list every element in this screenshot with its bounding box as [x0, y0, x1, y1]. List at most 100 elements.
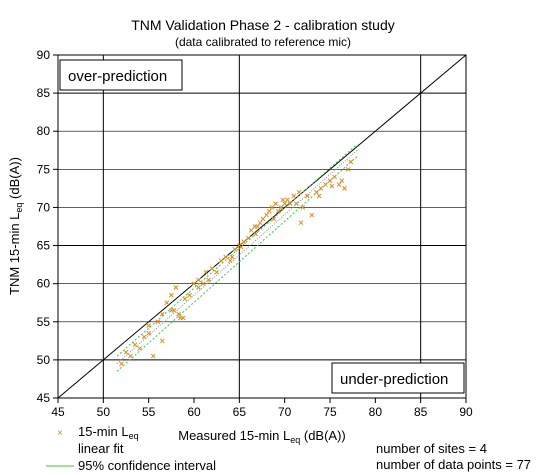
data-point-73 [316, 193, 322, 199]
data-point-30 [241, 239, 247, 245]
x-tick-label-75: 75 [323, 405, 337, 419]
legend: × 15-min Leq linear fit 95% confidence i… [46, 424, 216, 473]
data-point-0 [119, 361, 124, 367]
data-point-45 [287, 201, 293, 206]
data-point-64 [168, 307, 174, 313]
data-point-62 [146, 330, 152, 336]
data-point-72 [298, 220, 304, 226]
data-point-22 [206, 277, 211, 283]
grid [58, 55, 466, 398]
data-point-14 [176, 311, 181, 317]
data-point-13 [173, 285, 179, 290]
data-point-27 [232, 247, 238, 252]
x-tick-label-55: 55 [142, 405, 156, 419]
y-tick-label-55: 55 [37, 315, 51, 329]
over-prediction-box: over-prediction [59, 59, 183, 91]
data-point-59 [342, 186, 347, 191]
data-point-31 [246, 235, 251, 241]
data-point-65 [180, 315, 186, 321]
data-point-41 [275, 208, 281, 214]
data-point-61 [348, 159, 354, 165]
data-point-7 [150, 353, 156, 359]
data-point-26 [227, 258, 233, 264]
data-point-48 [296, 189, 302, 195]
y-tick-label-60: 60 [37, 277, 51, 291]
x-tick-label-90: 90 [459, 405, 473, 419]
data-point-32 [248, 227, 254, 233]
y-tick-label-75: 75 [37, 162, 51, 176]
data-point-52 [314, 189, 319, 195]
data-point-50 [304, 193, 310, 199]
data-point-40 [273, 201, 278, 206]
data-point-69 [253, 231, 259, 237]
data-point-10 [164, 300, 170, 306]
y-tick-label-45: 45 [37, 391, 51, 405]
data-point-11 [168, 292, 174, 298]
data-point-54 [323, 182, 328, 187]
reference-line [57, 54, 467, 399]
data-point-29 [238, 244, 244, 250]
x-axis-label-sub: eq [290, 435, 300, 445]
y-tick-label-50: 50 [37, 353, 51, 367]
x-tick-label-60: 60 [187, 405, 201, 419]
y-tick-label-65: 65 [37, 239, 51, 253]
legend-item-ci: 95% confidence interval [46, 458, 216, 473]
data-point-4 [137, 346, 142, 351]
data-point-43 [282, 201, 288, 206]
x-axis: 45 50 55 60 65 70 75 80 85 90 [51, 398, 473, 419]
data-point-18 [191, 281, 197, 287]
data-point-36 [260, 216, 266, 222]
ci-lower-line [116, 156, 358, 372]
data-point-37 [264, 212, 269, 218]
y-axis: 45 50 55 60 65 70 75 80 85 90 [37, 48, 58, 405]
data-point-8 [155, 319, 161, 325]
x-axis-label-main: Measured 15-min L [178, 428, 290, 443]
data-point-35 [257, 220, 263, 226]
x-tick-label-85: 85 [414, 405, 428, 419]
data-point-16 [182, 296, 188, 302]
legend-marker-x: × [57, 428, 63, 439]
data-point-38 [266, 208, 272, 214]
y-tick-label-70: 70 [37, 200, 51, 214]
data-point-58 [339, 178, 345, 184]
data-points [119, 159, 354, 367]
sites-count: number of sites = 4 [376, 441, 487, 456]
data-point-1 [123, 349, 129, 355]
data-point-9 [159, 311, 165, 317]
under-prediction-box: under-prediction [331, 362, 465, 394]
data-point-42 [278, 205, 284, 210]
legend-item-points: × 15-min Leq [57, 424, 139, 441]
data-point-25 [223, 254, 229, 260]
data-point-56 [332, 174, 337, 180]
data-point-5 [141, 334, 147, 340]
data-point-2 [128, 353, 133, 359]
data-point-39 [269, 205, 275, 210]
data-point-53 [318, 186, 324, 191]
chart-subtitle: (data calibrated to reference mic) [175, 35, 351, 49]
data-point-17 [187, 292, 192, 298]
y-tick-label-90: 90 [37, 48, 51, 62]
data-point-46 [291, 193, 297, 199]
data-point-70 [271, 216, 277, 222]
data-point-24 [218, 258, 224, 264]
x-tick-label-70: 70 [278, 405, 292, 419]
y-axis-label-sub: eq [14, 203, 24, 213]
data-point-49 [300, 205, 306, 210]
data-point-21 [203, 269, 209, 275]
data-point-57 [336, 182, 342, 187]
x-tick-label-45: 45 [51, 405, 65, 419]
y-tick-label-85: 85 [37, 86, 51, 100]
plot-area: over-prediction under-prediction [57, 54, 467, 399]
data-point-44 [285, 197, 290, 203]
data-point-51 [309, 212, 315, 218]
x-tick-label-50: 50 [97, 405, 111, 419]
y-tick-label-80: 80 [37, 124, 51, 138]
data-point-47 [294, 201, 299, 206]
legend-label-fit: linear fit [78, 441, 124, 456]
over-prediction-label: over-prediction [68, 68, 167, 85]
x-axis-label-unit: (dB(A)) [300, 428, 346, 443]
data-point-60 [345, 166, 351, 172]
x-tick-label-65: 65 [233, 405, 247, 419]
points-count: number of data points = 77 [376, 457, 531, 472]
